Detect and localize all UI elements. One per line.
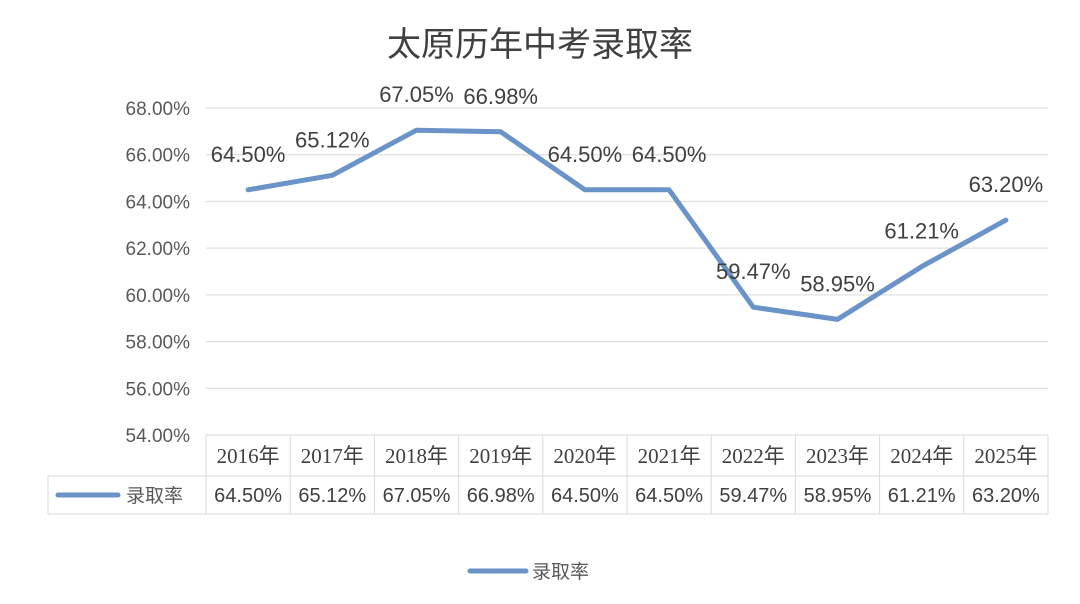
x-category-label: 2023年 — [806, 444, 869, 468]
x-category-label: 2024年 — [890, 444, 953, 468]
x-category-label: 2017年 — [301, 444, 364, 468]
table-value-cell: 67.05% — [383, 485, 451, 507]
data-table: 2016年 64.50% 2017年 65.12% 2018年 67.05% 2019年 66… — [47, 434, 1049, 515]
y-tick-label: 62.00% — [126, 239, 191, 260]
y-tick-label: 68.00% — [126, 99, 191, 120]
x-category-label: 2019年 — [469, 444, 532, 468]
table-value-cell: 59.47% — [719, 485, 787, 507]
data-label: 64.50% — [548, 142, 623, 167]
y-axis-ticks: 54.00% 56.00% 58.00% 60.00% 62.00% 64.00% 66.0… — [126, 99, 191, 447]
data-label: 64.50% — [211, 142, 286, 167]
table-value-cell: 58.95% — [804, 485, 872, 507]
table-value-cell: 66.98% — [467, 485, 535, 507]
y-tick-label: 64.00% — [126, 192, 191, 213]
table-value-cell: 64.50% — [635, 485, 703, 507]
x-category-label: 2016年 — [217, 444, 280, 468]
series-line-group — [245, 127, 1009, 322]
legend-label: 录取率 — [532, 561, 589, 583]
data-label: 65.12% — [295, 127, 370, 152]
data-label: 63.20% — [969, 172, 1044, 197]
data-label: 66.98% — [463, 84, 538, 109]
data-label: 58.95% — [800, 271, 875, 296]
table-series-name: 录取率 — [126, 485, 183, 507]
data-label: 59.47% — [716, 259, 791, 284]
table-value-cell: 65.12% — [298, 485, 366, 507]
x-category-label: 2018年 — [385, 444, 448, 468]
y-tick-label: 60.00% — [126, 286, 191, 307]
table-value-cell: 64.50% — [551, 485, 619, 507]
x-category-label: 2022年 — [722, 444, 785, 468]
legend: 录取率 — [467, 561, 589, 583]
gridlines — [206, 107, 1048, 389]
table-value-cell: 61.21% — [888, 485, 956, 507]
table-value-cell: 63.20% — [972, 485, 1040, 507]
data-label: 61.21% — [884, 219, 959, 244]
data-labels: 64.50% 65.12% 67.05% 66.98% 64.50% 64.50% 59.4… — [211, 82, 1043, 296]
y-tick-label: 54.00% — [126, 426, 191, 447]
data-label: 67.05% — [379, 82, 454, 107]
x-category-label: 2025年 — [974, 444, 1037, 468]
table-value-cell: 64.50% — [214, 485, 282, 507]
chart-title: 太原历年中考录取率 — [387, 25, 693, 65]
y-tick-label: 58.00% — [126, 333, 191, 354]
y-tick-label: 56.00% — [126, 379, 191, 400]
series-line — [245, 127, 1009, 322]
data-label: 64.50% — [632, 142, 707, 167]
x-category-label: 2020年 — [553, 444, 616, 468]
x-category-label: 2021年 — [638, 444, 701, 468]
y-tick-label: 66.00% — [126, 146, 191, 167]
